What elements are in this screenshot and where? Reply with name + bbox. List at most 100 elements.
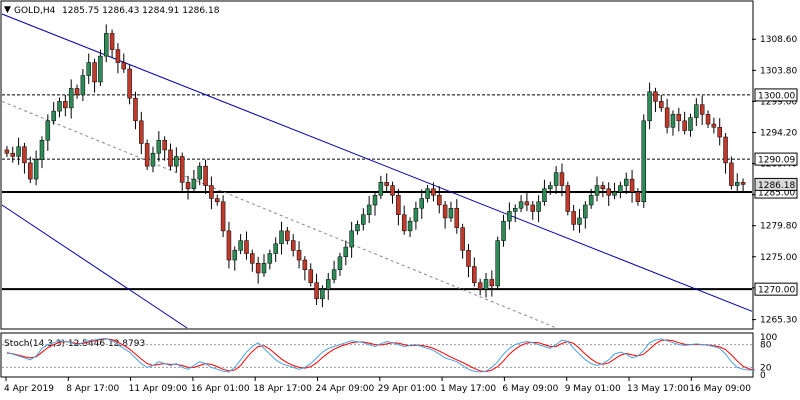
candle-body	[68, 88, 74, 109]
candle-body	[694, 104, 699, 118]
time-tick-label: 6 May 09:00	[502, 384, 558, 394]
candle-body	[682, 120, 687, 131]
horizontal-levels[interactable]	[2, 94, 752, 291]
price-tick-label: 1265.30	[760, 316, 797, 326]
candle-body	[16, 146, 21, 157]
candle-body	[717, 127, 722, 138]
channel-line-lower[interactable]	[1, 204, 188, 329]
candle-body	[594, 185, 600, 196]
time-axis: 4 Apr 2019 8 Apr 17:00 11 Apr 09:00 16 Apr …	[4, 377, 751, 394]
candle-body	[244, 240, 249, 254]
candle-body	[378, 182, 384, 196]
candle-body	[419, 198, 424, 209]
collapse-arrow-icon[interactable]: ▼	[4, 5, 11, 15]
candle-body	[308, 269, 313, 283]
price-panel[interactable]	[0, 0, 754, 330]
candle-body	[565, 185, 571, 212]
candle-body	[51, 110, 56, 122]
candle-body	[331, 269, 337, 280]
candle-body	[366, 204, 372, 215]
candle-body	[133, 97, 138, 122]
candle-body	[57, 101, 62, 112]
candle-body	[583, 204, 588, 219]
candle-body	[635, 191, 641, 203]
candle-body	[664, 107, 670, 128]
candle-body	[63, 101, 68, 109]
stoch-level-label: 20	[760, 363, 772, 373]
candle-body	[121, 62, 127, 70]
candle-body	[238, 240, 243, 251]
candle-body	[74, 88, 80, 96]
candle-body	[127, 68, 132, 99]
candle-body	[361, 214, 366, 225]
time-tick-label: 8 Apr 17:00	[66, 384, 119, 394]
candle-body	[600, 185, 606, 190]
price-tick-label: 1299.00	[760, 97, 797, 107]
level-price-labels: 1300.00 1290.09 1285.00 1270.00 1286.18	[754, 88, 798, 296]
candle-body	[45, 120, 51, 141]
level-label-1300-00-box	[754, 88, 798, 102]
candle-body	[197, 165, 202, 180]
candle-body	[489, 279, 495, 287]
candle-body	[425, 188, 430, 199]
price-tick-label: 1303.80	[760, 66, 797, 76]
candle-body	[571, 211, 576, 225]
candle-body	[454, 207, 460, 228]
candle-body	[460, 227, 465, 251]
candle-body	[548, 185, 553, 190]
candle-body	[407, 220, 413, 232]
candle-body	[174, 156, 179, 167]
candle-body	[39, 139, 45, 160]
level-label-1290-09: 1290.09	[758, 156, 795, 166]
candle-body	[466, 250, 471, 267]
candle-body	[215, 198, 220, 203]
candle-body	[156, 139, 162, 154]
candle-body	[115, 49, 121, 63]
candle-body	[530, 204, 535, 212]
channel-line-upper[interactable]	[1, 13, 753, 312]
candle-body	[676, 114, 682, 122]
candle-body	[10, 152, 16, 157]
candle-body	[448, 207, 454, 219]
candle-body	[33, 159, 39, 180]
candle-body	[98, 55, 103, 83]
candle-body	[577, 217, 582, 225]
trend-channel[interactable]	[1, 13, 753, 329]
candle-body	[320, 288, 325, 300]
candle-body	[273, 243, 278, 254]
candle-body	[296, 250, 302, 261]
candle-body	[314, 282, 319, 300]
candle-body	[536, 201, 541, 212]
price-tick-label: 1279.80	[760, 222, 797, 232]
candle-body	[472, 266, 477, 283]
candle-body	[495, 240, 500, 287]
time-tick-label: 4 Apr 2019	[4, 384, 54, 394]
candle-body	[688, 117, 693, 131]
candle-body	[150, 152, 156, 167]
candle-body	[483, 279, 489, 290]
candle-body	[542, 188, 547, 203]
level-label-1270-00: 1270.00	[758, 286, 795, 296]
candle-body	[92, 62, 97, 83]
candle-body	[512, 207, 518, 212]
candle-body	[209, 185, 214, 199]
level-label-1290-09-box	[754, 152, 798, 166]
candle-body	[28, 162, 33, 180]
candle-body	[384, 182, 389, 186]
candlestick-series	[4, 24, 746, 308]
candle-body	[705, 114, 711, 125]
candle-body	[437, 195, 442, 206]
candle-body	[734, 182, 740, 186]
current-price-label-box	[754, 177, 798, 191]
candle-body	[4, 149, 10, 154]
candle-body	[144, 143, 150, 167]
candle-body	[729, 162, 734, 186]
candle-body	[670, 114, 676, 128]
candle-body	[588, 195, 594, 206]
channel-line-mid[interactable]	[1, 100, 557, 329]
candle-body	[501, 220, 506, 241]
time-tick-label: 9 May 01:00	[565, 384, 621, 394]
candle-body	[401, 214, 407, 232]
